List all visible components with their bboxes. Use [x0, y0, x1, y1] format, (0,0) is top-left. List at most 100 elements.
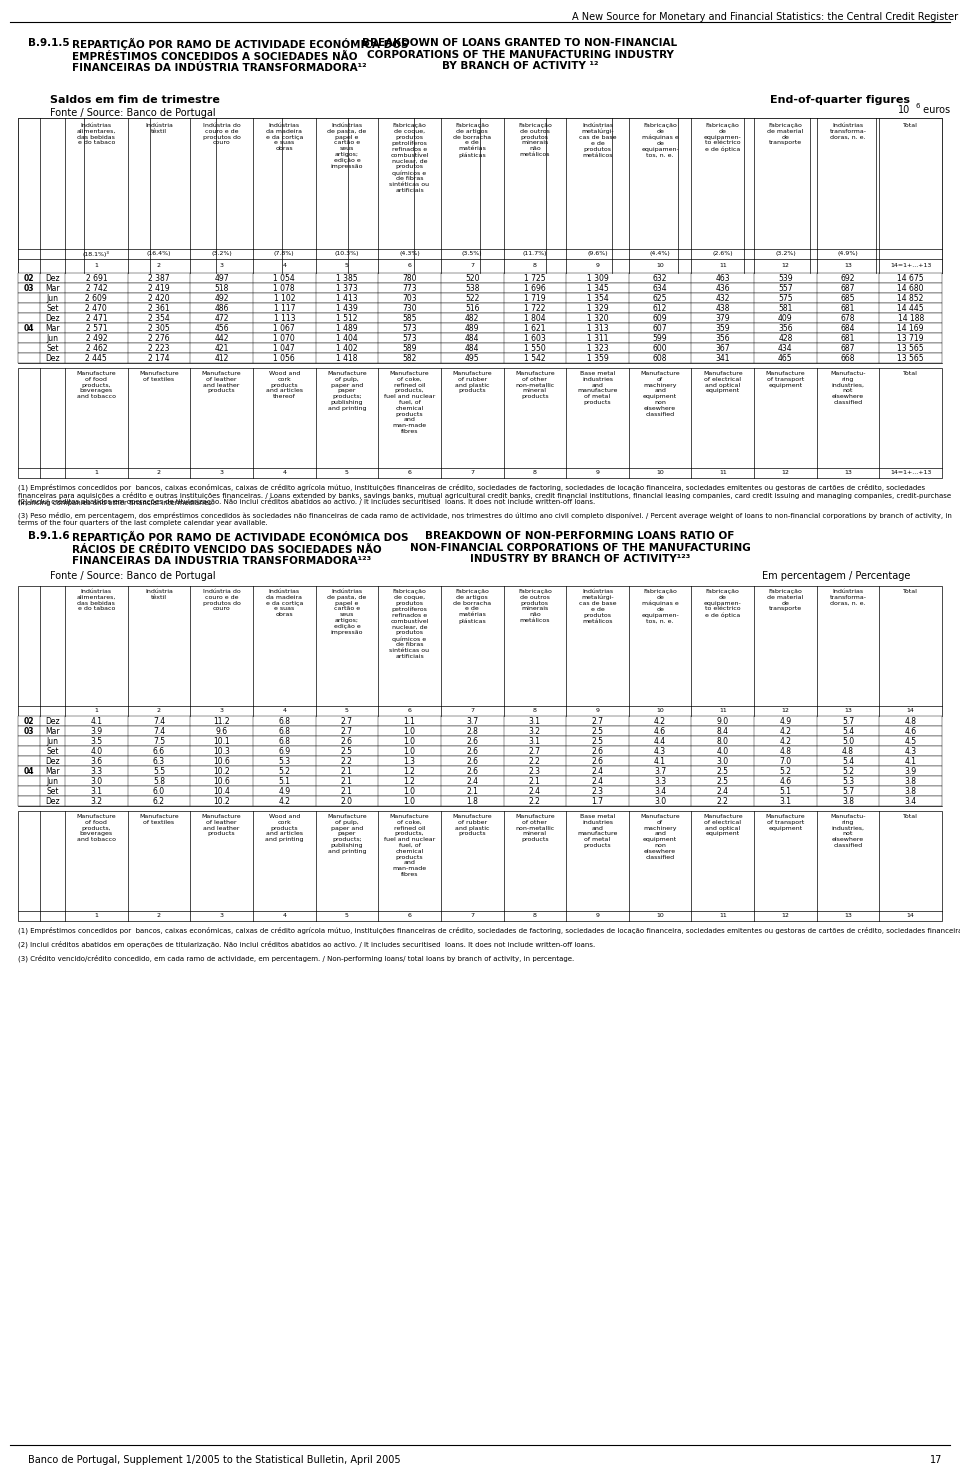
- Text: 2.5: 2.5: [717, 777, 729, 786]
- Text: 2.6: 2.6: [467, 756, 478, 765]
- Text: 5.1: 5.1: [278, 777, 290, 786]
- Text: (16.4%): (16.4%): [147, 252, 171, 256]
- Bar: [18, 332, 942, 343]
- Text: Dez: Dez: [45, 353, 60, 362]
- Text: 2 470: 2 470: [85, 303, 108, 312]
- Text: Manufacture
of other
non-metallic
mineral
products: Manufacture of other non-metallic minera…: [515, 371, 555, 399]
- Text: 5.7: 5.7: [842, 787, 854, 796]
- Text: Mar: Mar: [45, 284, 60, 293]
- Text: A New Source for Monetary and Financial Statistics: the Central Credit Register: A New Source for Monetary and Financial …: [572, 12, 958, 22]
- Text: Wood and
cork
products
and articles
and printing: Wood and cork products and articles and …: [265, 813, 303, 843]
- Text: 4.9: 4.9: [780, 716, 791, 725]
- Text: 8.0: 8.0: [717, 737, 729, 746]
- Text: 486: 486: [214, 303, 228, 312]
- Text: Indústria do
couro e de
produtos do
couro: Indústria do couro e de produtos do cour…: [203, 124, 241, 146]
- Text: 17: 17: [929, 1455, 942, 1465]
- Text: 10: 10: [657, 913, 664, 918]
- Text: Manufacture
of coke,
refined oil
products,
fuel and nuclear
fuel, of
chemical
pr: Manufacture of coke, refined oil product…: [384, 813, 435, 877]
- Text: 409: 409: [779, 313, 793, 322]
- Text: 9: 9: [595, 263, 599, 268]
- Text: 10: 10: [898, 104, 910, 115]
- Bar: [18, 343, 942, 353]
- Text: 428: 428: [779, 334, 793, 343]
- Text: 1 320: 1 320: [587, 313, 609, 322]
- Text: 1 345: 1 345: [587, 284, 609, 293]
- Text: euros: euros: [920, 104, 950, 115]
- Text: 3.1: 3.1: [529, 737, 540, 746]
- Text: 3: 3: [220, 471, 224, 475]
- Bar: [18, 756, 942, 766]
- Text: 463: 463: [715, 274, 730, 282]
- Bar: [18, 746, 942, 756]
- Text: Indústrias
metalúrgi-
cas de base
e de
produtos
metálicos: Indústrias metalúrgi- cas de base e de p…: [579, 588, 616, 624]
- Text: 681: 681: [841, 303, 855, 312]
- Text: 8: 8: [533, 263, 537, 268]
- Text: 4.3: 4.3: [904, 746, 917, 756]
- Text: 1 413: 1 413: [336, 294, 358, 303]
- Text: 4.9: 4.9: [278, 787, 290, 796]
- Text: 14 680: 14 680: [898, 284, 924, 293]
- Text: 7: 7: [470, 263, 474, 268]
- Text: 02: 02: [24, 716, 35, 725]
- Text: 520: 520: [465, 274, 479, 282]
- Text: 3.5: 3.5: [90, 737, 103, 746]
- Text: 7.5: 7.5: [153, 737, 165, 746]
- Text: Dez: Dez: [45, 796, 60, 806]
- Text: 7: 7: [470, 471, 474, 475]
- Bar: [18, 118, 942, 274]
- Text: 3.9: 3.9: [90, 727, 103, 736]
- Text: 2.7: 2.7: [341, 716, 353, 725]
- Text: 2.4: 2.4: [591, 777, 604, 786]
- Text: 13 565: 13 565: [898, 344, 924, 353]
- Text: Base metal
industries
and
manufacture
of metal
products: Base metal industries and manufacture of…: [577, 813, 617, 847]
- Text: Dez: Dez: [45, 313, 60, 322]
- Text: Fabricação
de artigos
de borracha
e de
matérias
plásticas: Fabricação de artigos de borracha e de m…: [453, 588, 492, 624]
- Text: 10: 10: [657, 263, 664, 268]
- Text: 2.4: 2.4: [591, 766, 604, 775]
- Text: 5.2: 5.2: [780, 766, 791, 775]
- Text: 2.8: 2.8: [467, 727, 478, 736]
- Text: 1 329: 1 329: [587, 303, 609, 312]
- Text: 5.5: 5.5: [153, 766, 165, 775]
- Text: 522: 522: [465, 294, 479, 303]
- Text: 2.5: 2.5: [591, 737, 604, 746]
- Text: 6.9: 6.9: [278, 746, 290, 756]
- Text: Manufacture
of coke,
refined oil
products,
fuel and nuclear
fuel, of
chemical
pr: Manufacture of coke, refined oil product…: [384, 371, 435, 434]
- Text: 1 359: 1 359: [587, 353, 609, 362]
- Text: BREAKDOWN OF NON-PERFORMING LOANS RATIO OF
NON-FINANCIAL CORPORATIONS OF THE MAN: BREAKDOWN OF NON-PERFORMING LOANS RATIO …: [410, 531, 751, 565]
- Text: 9: 9: [595, 913, 599, 918]
- Text: 1: 1: [94, 913, 98, 918]
- Text: 4.3: 4.3: [654, 746, 666, 756]
- Text: 7.0: 7.0: [780, 756, 791, 765]
- Text: (3.2%): (3.2%): [775, 252, 796, 256]
- Text: (2) Inclui créditos abatidos em operações de titularização. Não inclui créditos : (2) Inclui créditos abatidos em operaçõe…: [18, 497, 595, 505]
- Text: 6.2: 6.2: [153, 796, 165, 806]
- Text: Fabricação
de material
de
transporte: Fabricação de material de transporte: [767, 588, 804, 612]
- Text: (4.4%): (4.4%): [650, 252, 670, 256]
- Text: Indústrias
transforma-
doras, n. e.: Indústrias transforma- doras, n. e.: [829, 124, 867, 140]
- Text: 692: 692: [841, 274, 855, 282]
- Text: Manufacture
of rubber
and plastic
products: Manufacture of rubber and plastic produc…: [452, 813, 492, 837]
- Text: 5: 5: [345, 471, 348, 475]
- Text: 14 188: 14 188: [898, 313, 924, 322]
- Text: 4.2: 4.2: [278, 796, 290, 806]
- Text: 668: 668: [841, 353, 855, 362]
- Text: 456: 456: [214, 324, 228, 332]
- Text: 4.5: 4.5: [904, 737, 917, 746]
- Text: 5.7: 5.7: [842, 716, 854, 725]
- Text: Indústria
têxtil: Indústria têxtil: [145, 588, 173, 600]
- Text: Base metal
industries
and
manufacture
of metal
products: Base metal industries and manufacture of…: [577, 371, 617, 405]
- Text: Indústrias
transforma-
doras, n. e.: Indústrias transforma- doras, n. e.: [829, 588, 867, 606]
- Text: 681: 681: [841, 334, 855, 343]
- Text: 434: 434: [779, 344, 793, 353]
- Text: 12: 12: [781, 913, 789, 918]
- Text: 3.8: 3.8: [904, 777, 917, 786]
- Text: 2.1: 2.1: [341, 787, 353, 796]
- Text: 2.1: 2.1: [529, 777, 540, 786]
- Text: 1.2: 1.2: [403, 766, 416, 775]
- Text: Set: Set: [46, 344, 59, 353]
- Text: Fabricação
de coque,
produtos
petrolíferos
refinados e
combustível
nuclear, de
p: Fabricação de coque, produtos petrolífer…: [390, 124, 429, 193]
- Text: 6.3: 6.3: [153, 756, 165, 765]
- Text: 5: 5: [345, 708, 348, 713]
- Text: 2.3: 2.3: [529, 766, 540, 775]
